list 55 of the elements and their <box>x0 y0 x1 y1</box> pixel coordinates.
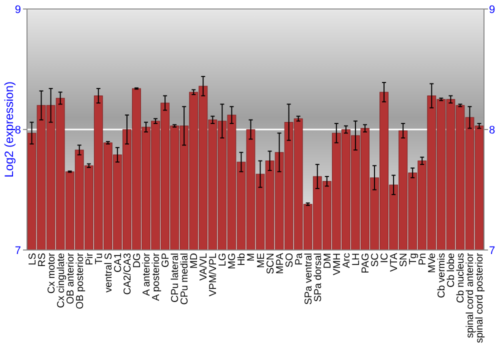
x-tick-label: Pir <box>84 252 96 266</box>
y2-tick-label: 8 <box>489 124 496 136</box>
x-tick-label: VA/VL <box>198 252 210 281</box>
x-tick-label: Pa <box>294 252 305 266</box>
x-tick-label: Cx cingulate <box>56 252 67 308</box>
x-tick-label: LH <box>350 253 362 266</box>
y-tick-label: 9 <box>14 4 21 16</box>
x-tick-label: CPu lateral <box>170 253 182 302</box>
x-tick-label: MPA <box>274 252 286 274</box>
x-tick-label: SPa ventral <box>303 253 314 305</box>
x-tick-label: CA2/CA3 <box>122 252 134 295</box>
x-tick-label: MD <box>189 253 200 269</box>
x-tick-label: Cb vermis <box>436 253 448 298</box>
x-tick-label: IC <box>380 253 391 263</box>
x-tick-label: VTA <box>389 252 400 272</box>
y2-tick-label: 7 <box>489 244 496 257</box>
x-tick-label: VMH <box>332 253 343 276</box>
x-tick-label: OB anterior <box>65 252 76 304</box>
x-tick-label: M <box>246 253 258 262</box>
x-tick-label: SCN <box>265 253 276 274</box>
x-tick-label: A anterior <box>142 252 153 296</box>
x-tick-label: SC <box>370 253 382 267</box>
x-tick-label: ME <box>256 252 267 268</box>
x-tick-label: GP <box>160 252 172 268</box>
x-tick-label: SPa dorsal <box>312 253 324 302</box>
x-tick-label: Hb <box>236 252 248 266</box>
x-tick-label: spinal cord anterior <box>465 252 476 338</box>
x-tick-label: Cb nucleus <box>456 253 467 304</box>
x-tick-label: OB posterior <box>74 252 86 310</box>
x-tick-label: MG <box>227 252 238 270</box>
x-tick-label: Cb lobe <box>446 252 458 288</box>
x-tick-label: Arc <box>341 253 352 268</box>
y-axis-title: Log2 (expression) <box>2 81 16 178</box>
x-tick-label: Tu <box>94 253 105 264</box>
x-tick-label: DG <box>132 252 143 268</box>
x-tick-label: MVe <box>427 252 438 274</box>
y2-tick-label: 9 <box>489 4 496 16</box>
x-tick-label: Cx motor <box>46 252 58 294</box>
x-tick-label: Tg <box>408 253 420 265</box>
x-tick-label: ventral S <box>103 252 114 292</box>
x-tick-label: spinal cord posterior <box>474 252 486 344</box>
x-tick-label: PAG <box>360 252 372 274</box>
x-tick-label: RS <box>36 252 48 267</box>
x-tick-label: A posterior <box>151 252 162 301</box>
x-tick-label: SN <box>398 253 410 267</box>
x-tick-label: Pn <box>418 253 429 266</box>
x-tick-label: VPM/VPL <box>208 252 220 296</box>
x-tick-label: LG <box>218 252 229 266</box>
y-tick-label: 8 <box>14 124 21 136</box>
x-tick-label: CA1 <box>112 252 124 272</box>
x-tick-label: LS <box>27 252 38 266</box>
x-tick-label: SO <box>284 252 296 268</box>
x-tick-label: DM <box>322 253 334 269</box>
y-tick-label: 7 <box>14 244 21 257</box>
x-tick-label: CPu medial <box>180 253 191 305</box>
